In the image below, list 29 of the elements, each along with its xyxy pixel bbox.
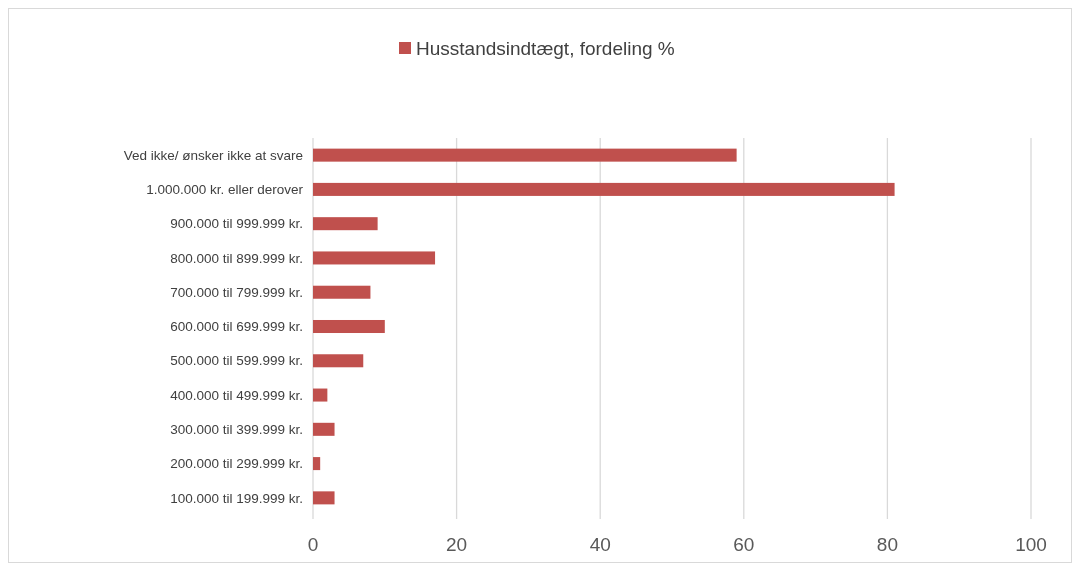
bar: [313, 388, 328, 402]
bar: [313, 217, 378, 231]
y-tick-label: 700.000 til 799.999 kr.: [170, 284, 303, 300]
legend-label: Husstandsindtægt, fordeling %: [416, 37, 675, 59]
bar: [313, 319, 385, 334]
bar: [313, 457, 321, 471]
bar: [313, 422, 335, 436]
bar: [313, 251, 436, 265]
y-tick-label: Ved ikke/ ønsker ikke at svare: [123, 147, 303, 163]
bar: [313, 354, 364, 368]
bar: [313, 491, 335, 505]
y-tick-label: 300.000 til 399.999 kr.: [170, 422, 303, 438]
y-tick-label: 200.000 til 299.999 kr.: [170, 456, 303, 472]
x-tick-label: 80: [876, 534, 898, 555]
x-tick-label: 60: [733, 534, 755, 555]
y-tick-label: 1.000.000 kr. eller derover: [146, 182, 304, 198]
x-tick-label: 100: [1015, 534, 1047, 555]
bar: [313, 148, 737, 162]
x-tick-label: 20: [446, 534, 468, 555]
y-tick-label: 800.000 til 899.999 kr.: [170, 250, 303, 266]
y-tick-label: 900.000 til 999.999 kr.: [170, 216, 303, 232]
y-tick-label: 600.000 til 699.999 kr.: [170, 319, 303, 335]
bar: [313, 285, 371, 299]
bar: [313, 182, 895, 196]
y-tick-label: 400.000 til 499.999 kr.: [170, 387, 303, 403]
y-tick-label: 500.000 til 599.999 kr.: [170, 353, 303, 369]
x-tick-label: 40: [589, 534, 611, 555]
x-tick-label: 0: [307, 534, 319, 555]
y-tick-label: 100.000 til 199.999 kr.: [170, 490, 303, 506]
